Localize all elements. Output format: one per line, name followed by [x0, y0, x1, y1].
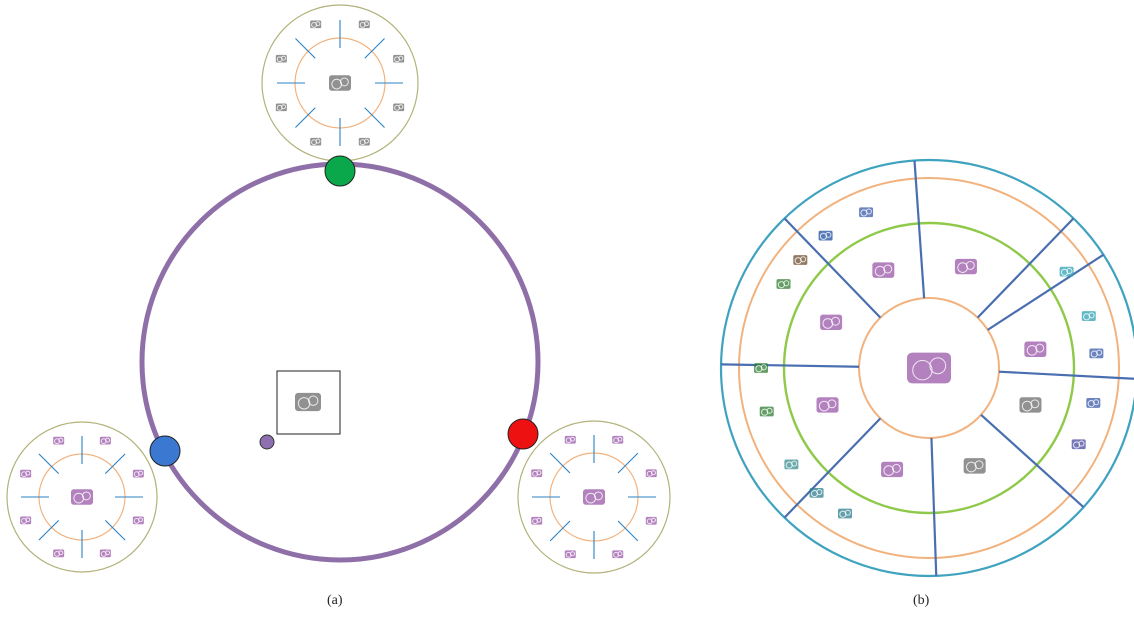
sector-divider: [980, 414, 1085, 508]
b-outer-glyph: [1059, 266, 1074, 277]
b-mid-glyph: [1024, 341, 1047, 357]
b-outer-glyph: [1081, 311, 1096, 321]
sector-divider: [783, 417, 882, 519]
mini-volume-glyph: [99, 436, 111, 445]
b-outer-glyph: [1071, 439, 1086, 450]
mini-volume-glyph: [310, 20, 322, 29]
mini-volume-glyph: [531, 469, 543, 478]
sector-divider: [783, 217, 882, 319]
mini-volume-glyph: [531, 516, 543, 525]
mini-volume-glyph: [645, 469, 657, 478]
mini-volume-glyph: [612, 550, 624, 559]
b-outer-glyph: [1086, 398, 1101, 408]
ring-b-green: [782, 221, 1076, 515]
panel-b: [719, 158, 1134, 578]
mini-volume-glyph: [393, 54, 405, 63]
b-mid-glyph: [881, 461, 904, 478]
mini-volume-glyph: [132, 469, 144, 478]
mini-volume-glyph: [310, 137, 322, 146]
b-outer-glyph: [1089, 348, 1104, 359]
glyph-ring-top[interactable]: [261, 4, 419, 162]
mini-volume-glyph: [53, 549, 65, 558]
node-blue[interactable]: [149, 435, 181, 467]
mini-volume-glyph: [564, 435, 576, 444]
b-center-glyph: [907, 352, 951, 384]
mini-volume-glyph: [20, 516, 32, 525]
sector-divider: [976, 217, 1075, 319]
sector-divider: [721, 363, 860, 368]
b-mid-glyph: [820, 314, 843, 331]
sector-tick: [617, 520, 639, 542]
sector-tick: [104, 519, 126, 541]
center-volume-glyph: [295, 392, 321, 412]
glyph-ring-right[interactable]: [517, 420, 671, 574]
sector-tick: [295, 107, 316, 128]
b-mid-glyph: [872, 262, 895, 278]
mini-volume-glyph: [358, 137, 370, 146]
glyph-ring-left[interactable]: [6, 421, 158, 573]
b-outer-glyph: [784, 459, 799, 470]
mini-volume-glyph: [612, 435, 624, 444]
b-mid-glyph: [816, 397, 839, 413]
b-mid-glyph: [954, 258, 977, 275]
panel-a: [6, 4, 671, 574]
ring-center-glyph: [583, 489, 605, 505]
mini-volume-glyph: [645, 516, 657, 525]
mini-volume-glyph: [20, 469, 32, 478]
ring-center-glyph: [71, 489, 93, 505]
b-outer-glyph: [859, 207, 874, 218]
main-ring: [139, 161, 541, 563]
mini-volume-glyph: [99, 549, 111, 558]
ring-b-orange-outer: [738, 177, 1120, 559]
mini-volume-glyph: [53, 436, 65, 445]
mini-volume-glyph: [393, 103, 405, 112]
sector-tick: [104, 453, 126, 475]
mini-volume-glyph: [275, 54, 287, 63]
sector-tick: [364, 107, 385, 128]
sector-tick: [617, 452, 639, 474]
sector-glyphs: [754, 207, 1104, 519]
mini-volume-glyph: [564, 550, 576, 559]
b-outer-glyph: [754, 363, 768, 373]
sector-tick: [364, 38, 385, 59]
sector-tick: [38, 519, 60, 541]
mini-volume-glyph: [358, 20, 370, 29]
b-mid-glyph: [1019, 397, 1042, 413]
sector-tick: [295, 38, 316, 59]
ring-center-glyph: [329, 75, 351, 91]
b-outer-glyph: [838, 508, 852, 519]
sector-tick: [549, 452, 571, 474]
sector-tick: [549, 520, 571, 542]
node-red[interactable]: [507, 418, 539, 450]
b-outer-glyph: [759, 406, 774, 417]
sector-divider: [930, 437, 938, 576]
caption-a: (a): [327, 593, 343, 608]
mini-volume-glyph: [275, 103, 287, 112]
center-volume: [295, 392, 321, 412]
origin-node[interactable]: [259, 434, 275, 450]
caption-b: (b): [913, 593, 930, 608]
sector-dividers: [721, 160, 1134, 576]
b-outer-glyph: [818, 230, 833, 241]
center-thumbnail[interactable]: [276, 370, 341, 435]
node-green[interactable]: [324, 155, 356, 187]
ring-b-orange-inner: [858, 297, 1000, 439]
sector-divider: [998, 370, 1134, 380]
sector-divider: [987, 253, 1105, 331]
b-outer-glyph: [776, 279, 791, 289]
b-outer-glyph: [793, 255, 808, 265]
mini-volume-glyph: [132, 516, 144, 525]
sector-tick: [38, 453, 60, 475]
b-mid-glyph: [963, 458, 986, 474]
sector-divider: [913, 160, 926, 299]
b-outer-glyph: [809, 487, 824, 498]
